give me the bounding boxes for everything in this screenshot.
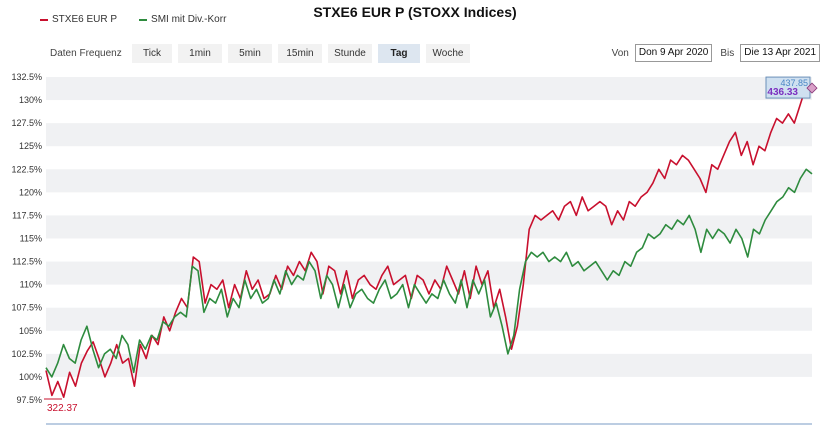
y-tick-label: 117.5% [12, 210, 42, 220]
freq-button-woche[interactable]: Woche [426, 44, 470, 63]
grid-band [46, 215, 812, 239]
frequency-label: Daten Frequenz [50, 48, 122, 59]
legend-swatch-stxe6 [40, 18, 48, 21]
legend-swatch-smi [139, 18, 148, 21]
series-line-smi [45, 168, 813, 378]
to-date-field[interactable]: Die 13 Apr 2021 [740, 44, 820, 62]
freq-button-tick[interactable]: Tick [132, 44, 172, 63]
y-tick-label: 112.5% [12, 257, 42, 267]
grid-band [46, 77, 812, 101]
freq-button-1min[interactable]: 1min [178, 44, 222, 63]
y-tick-label: 102.5% [11, 349, 42, 359]
freq-button-5min[interactable]: 5min [228, 44, 272, 63]
legend-label-stxe6: STXE6 EUR P [52, 14, 118, 25]
y-tick-label: 97.5% [16, 395, 42, 405]
from-date-field[interactable]: Don 9 Apr 2020 [634, 44, 713, 62]
y-tick-label: 107.5% [11, 303, 42, 313]
freq-button-tag[interactable]: Tag [378, 44, 420, 63]
y-tick-label: 120% [19, 187, 42, 197]
end-point-marker [806, 82, 818, 94]
legend-label-smi: SMI mit Div.-Korr [151, 14, 227, 25]
to-label: Bis [720, 47, 735, 59]
y-tick-label: 127.5% [11, 118, 42, 128]
end-value-label-high: 437.85 [780, 78, 808, 88]
y-tick-label: 130% [19, 95, 42, 105]
y-tick-label: 122.5% [11, 164, 42, 174]
grid-band [46, 307, 812, 331]
end-value-label-last: 436.33 [767, 87, 798, 98]
y-tick-label: 115% [20, 234, 42, 244]
from-label: Von [611, 47, 629, 59]
y-tick-label: 132.5% [11, 72, 42, 82]
start-value-label: 322.37 [47, 403, 78, 414]
grid-band [46, 123, 812, 147]
y-tick-label: 100% [19, 372, 42, 382]
grid-band [46, 353, 812, 377]
y-tick-label: 105% [19, 326, 42, 336]
date-range: Von Don 9 Apr 2020 Bis Die 13 Apr 2021 [612, 44, 820, 62]
frequency-toolbar: Daten Frequenz Tick 1min 5min 15min Stun… [44, 44, 476, 63]
y-tick-label: 110% [20, 280, 42, 290]
freq-button-stunde[interactable]: Stunde [328, 44, 372, 63]
grid-band [46, 169, 812, 193]
legend-item-stxe6[interactable]: STXE6 EUR P [40, 14, 117, 25]
grid-band [46, 261, 812, 285]
chart-title: STXE6 EUR P (STOXX Indices) [313, 4, 517, 20]
freq-button-15min[interactable]: 15min [278, 44, 322, 63]
legend: STXE6 EUR P SMI mit Div.-Korr [40, 14, 226, 25]
y-tick-label: 125% [19, 141, 42, 151]
legend-item-smi[interactable]: SMI mit Div.-Korr [139, 14, 226, 25]
